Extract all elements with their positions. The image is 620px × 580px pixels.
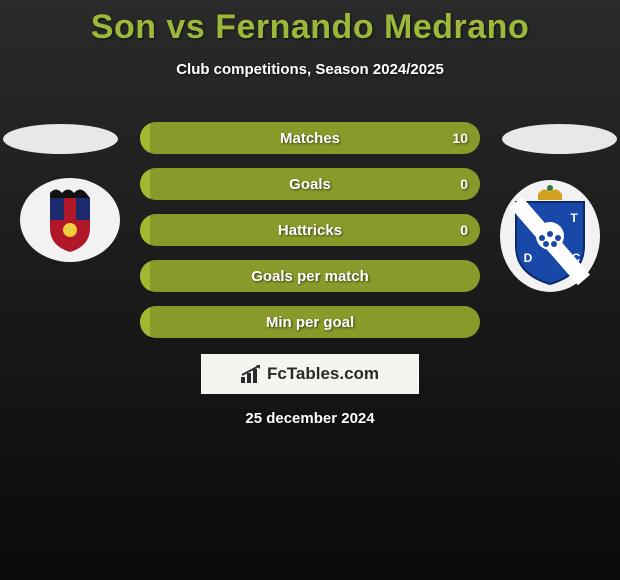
bars-icon — [241, 365, 263, 383]
stat-row: Goals0 — [140, 168, 480, 200]
tenerife-crest-icon: T D C — [504, 184, 596, 288]
brand-box[interactable]: FcTables.com — [201, 354, 419, 394]
svg-text:D: D — [524, 251, 533, 265]
page-title: Son vs Fernando Medrano — [0, 0, 620, 47]
stat-label: Min per goal — [140, 306, 480, 338]
levante-crest-icon — [30, 180, 110, 260]
stat-row: Goals per match — [140, 260, 480, 292]
subtitle: Club competitions, Season 2024/2025 — [0, 61, 620, 78]
stat-label: Goals per match — [140, 260, 480, 292]
stat-label: Hattricks — [140, 214, 480, 246]
brand-label: FcTables.com — [267, 364, 379, 384]
player-left-ellipse — [3, 124, 118, 154]
stat-value-right: 0 — [460, 168, 468, 200]
svg-text:C: C — [572, 251, 581, 265]
stats-container: Matches10Goals0Hattricks0Goals per match… — [140, 122, 480, 352]
stat-value-right: 10 — [452, 122, 468, 154]
stat-label: Goals — [140, 168, 480, 200]
date-label: 25 december 2024 — [0, 410, 620, 427]
club-badge-left — [20, 178, 120, 262]
stat-label: Matches — [140, 122, 480, 154]
stat-row: Hattricks0 — [140, 214, 480, 246]
player-right-ellipse — [502, 124, 617, 154]
stat-row: Min per goal — [140, 306, 480, 338]
svg-text:T: T — [570, 211, 578, 225]
club-badge-right: T D C — [500, 180, 600, 292]
stat-value-right: 0 — [460, 214, 468, 246]
stat-row: Matches10 — [140, 122, 480, 154]
